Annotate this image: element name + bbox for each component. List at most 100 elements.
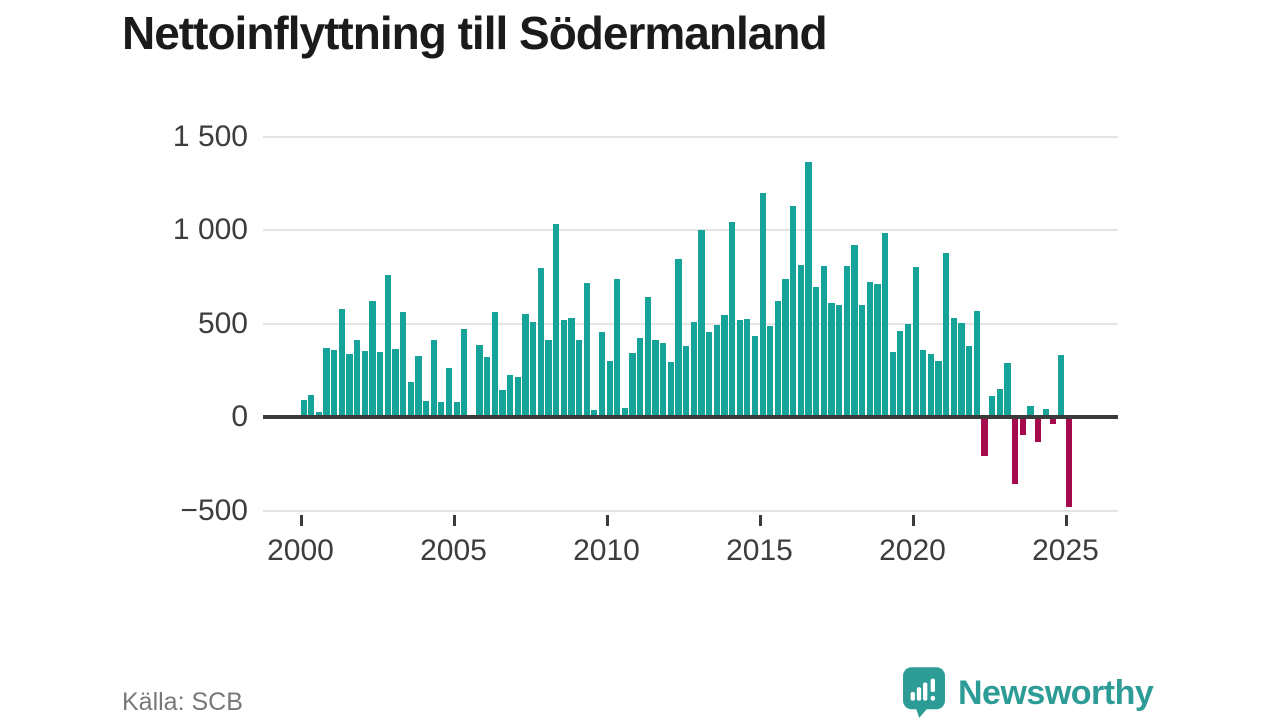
x-axis-tick (299, 515, 303, 526)
bar-positive (399, 312, 407, 417)
bar-positive (568, 317, 575, 417)
bar-positive (415, 356, 422, 417)
bar-positive (346, 354, 353, 417)
bar-positive (881, 232, 889, 417)
bar-positive (958, 322, 965, 417)
bar-negative (981, 417, 988, 457)
bar-positive (744, 318, 751, 417)
bar-positive (300, 400, 307, 417)
bar-positive (705, 331, 713, 417)
bar-positive (407, 382, 414, 417)
bar-positive (782, 278, 789, 417)
x-axis-label: 2020 (879, 534, 946, 567)
bar-positive (461, 329, 468, 417)
bar-positive (889, 352, 896, 417)
x-axis-tick (911, 515, 915, 526)
bar-positive (836, 304, 843, 417)
bar-positive (805, 161, 812, 417)
bar-positive (530, 321, 537, 417)
y-axis-label: 0 (231, 400, 248, 433)
bar-positive (453, 402, 460, 417)
bar-positive (797, 264, 805, 417)
bar-positive (721, 315, 728, 417)
bar-positive (904, 323, 912, 417)
bar-positive (545, 340, 552, 417)
source-note: Källa: SCB (122, 688, 243, 716)
bar-positive (331, 349, 338, 417)
newsworthy-wordmark: Newsworthy (958, 674, 1154, 712)
bar-positive (966, 345, 973, 417)
bar-positive (973, 311, 980, 417)
bar-positive (514, 376, 521, 417)
bar-positive (445, 368, 453, 417)
bar-positive (927, 354, 935, 417)
x-axis-tick (758, 515, 762, 526)
bar-positive (308, 394, 315, 417)
bar-positive (507, 374, 514, 417)
bar-positive (384, 274, 391, 417)
bar-positive (675, 258, 682, 417)
bar-positive (943, 253, 950, 417)
bar-positive (851, 244, 858, 417)
bar-positive (820, 265, 827, 417)
bar-negative (1065, 417, 1072, 507)
bar-positive (522, 314, 529, 417)
bar-positive (813, 287, 820, 417)
bar-positive (438, 402, 445, 417)
gridline (263, 135, 1118, 138)
bar-positive (606, 360, 613, 417)
y-axis-label: 1 000 (172, 213, 248, 246)
bar-positive (369, 301, 376, 417)
bar-positive (560, 319, 567, 417)
bar-positive (950, 317, 958, 417)
bar-positive (583, 283, 590, 417)
bar-positive (1042, 408, 1049, 417)
bar-positive (897, 330, 904, 417)
bar-negative (1034, 417, 1042, 443)
x-axis-label: 2000 (267, 534, 334, 567)
chart-area: 1 500 1 000 500 0 −500 2000 2005 2010 2015 2020 20… (173, 120, 1118, 590)
bar-positive (614, 278, 621, 417)
bar-positive (660, 343, 667, 417)
bar-positive (996, 388, 1003, 417)
newsworthy-logo-icon (903, 667, 945, 718)
chart-title: Nettoinflyttning till Södermanland (122, 7, 828, 59)
bar-positive (361, 350, 368, 417)
bar-positive (637, 337, 644, 417)
bar-positive (989, 396, 996, 417)
bar-positive (591, 409, 598, 417)
x-axis-tick (1064, 515, 1068, 526)
x-axis-label: 2005 (420, 534, 487, 567)
bar-positive (858, 304, 866, 417)
bar-positive (598, 331, 606, 417)
bar-positive (652, 340, 659, 417)
bar-positive (491, 312, 499, 417)
bar-negative (1050, 417, 1057, 425)
bar-positive (1027, 405, 1034, 417)
x-axis-label: 2025 (1032, 534, 1099, 567)
bar-positive (759, 192, 766, 417)
bar-positive (1057, 355, 1065, 417)
bar-positive (476, 345, 483, 417)
bar-positive (767, 326, 774, 417)
gridline (263, 229, 1118, 231)
x-axis-line (263, 415, 1118, 419)
bar-positive (392, 348, 399, 417)
gridline (263, 509, 1118, 512)
bar-positive (874, 284, 881, 417)
x-axis-label: 2015 (726, 534, 793, 567)
bar-positive (728, 221, 736, 417)
bar-positive (690, 321, 697, 417)
bar-positive (1004, 362, 1011, 417)
y-axis-label: 500 (197, 306, 248, 340)
bar-positive (644, 297, 652, 417)
bar-positive (621, 407, 629, 417)
bar-positive (698, 230, 705, 417)
bar-positive (338, 308, 346, 417)
bar-positive (575, 340, 583, 417)
bar-positive (537, 268, 544, 417)
gridline (263, 322, 1118, 325)
bar-positive (843, 265, 850, 417)
bar-positive (354, 340, 361, 417)
bar-positive (751, 335, 759, 417)
